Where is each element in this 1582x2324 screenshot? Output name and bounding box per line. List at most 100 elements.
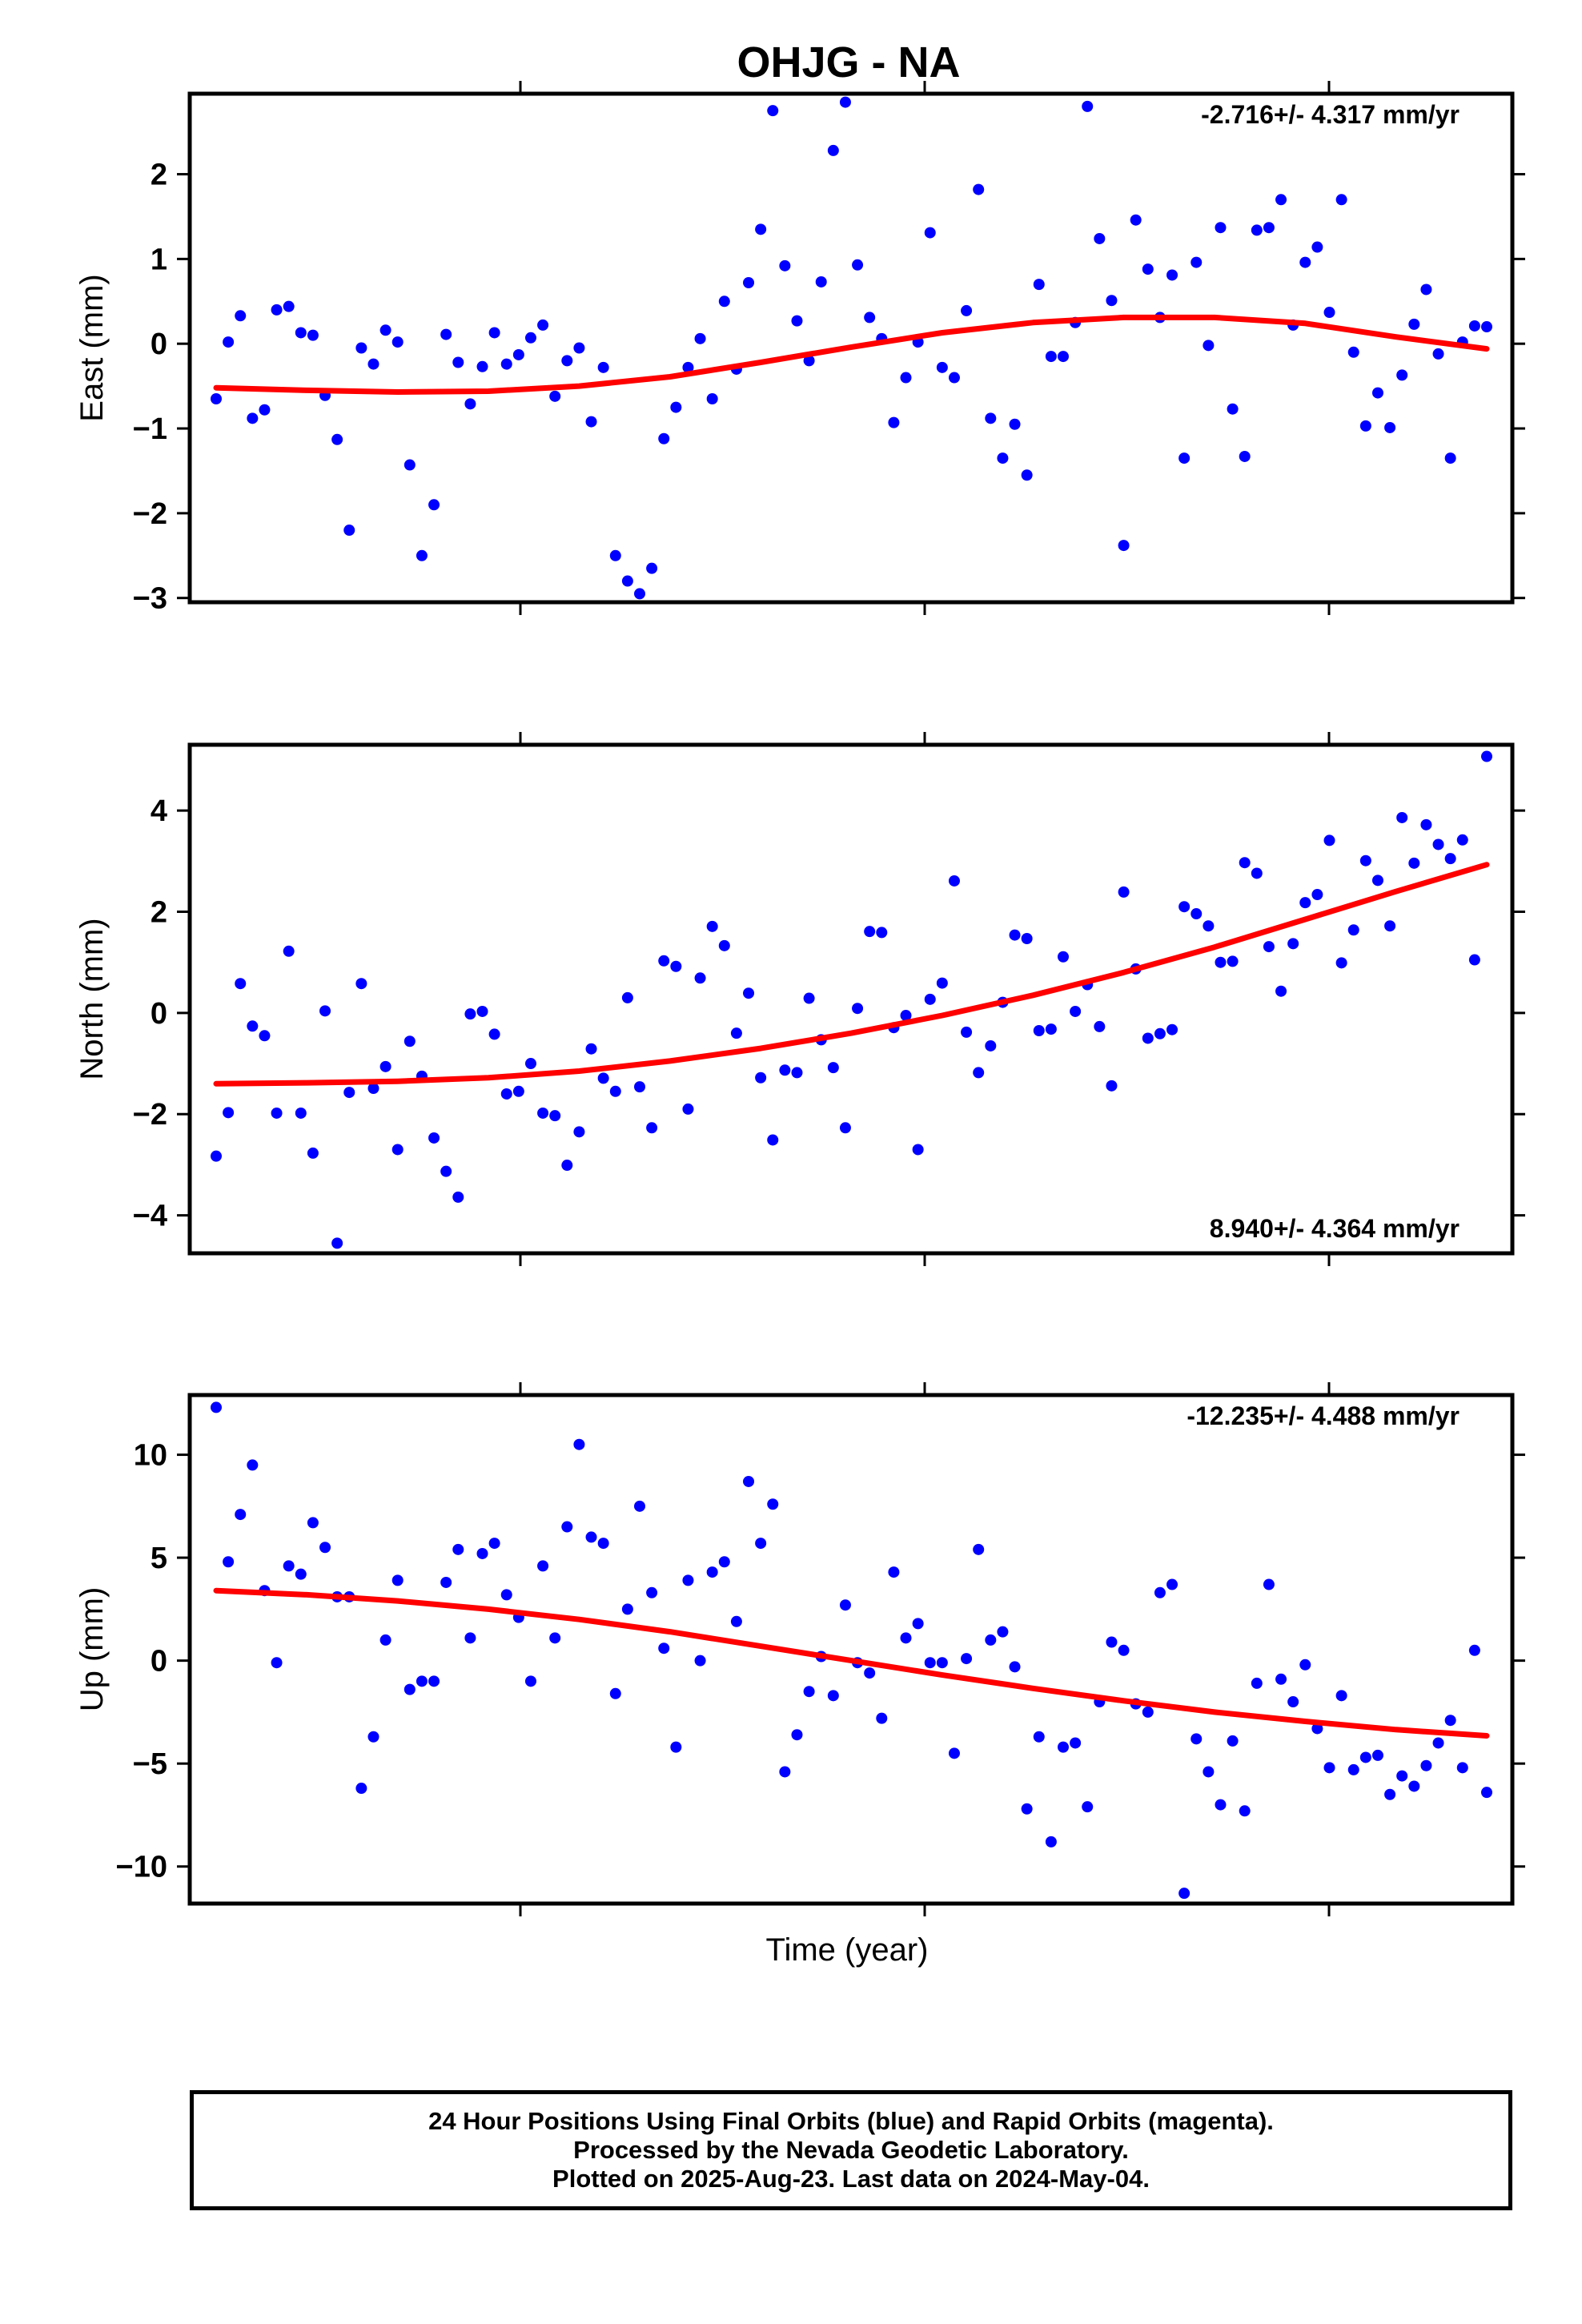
up-data-point [379,1634,391,1646]
up-data-point [1178,1888,1191,1900]
east-data-point [1263,222,1275,234]
east-data-point [1033,279,1045,291]
east-data-point [488,327,500,339]
east-data-point [997,452,1009,464]
north-data-point [295,1107,307,1119]
east-data-point [1311,241,1323,253]
up-data-point [621,1603,633,1615]
north-data-point [1323,834,1335,846]
east-data-point [307,329,319,341]
up-data-point [1142,1706,1154,1718]
up-data-point [476,1547,488,1559]
north-data-point [1154,1027,1166,1039]
north-data-point [670,960,682,972]
east-data-point [537,319,549,331]
east-data-point [500,358,512,370]
up-data-point [1191,1733,1203,1745]
up-data-point [391,1574,404,1586]
up-data-point [682,1574,694,1586]
east-data-point [1178,452,1191,464]
north-data-point [658,955,670,967]
up-data-point [646,1586,658,1598]
east-data-point [247,412,259,424]
up-data-point [247,1459,259,1471]
east-data-point [331,433,343,445]
footer-line-3: Plotted on 2025-Aug-23. Last data on 202… [552,2165,1150,2193]
east-data-point [1203,340,1215,352]
east-data-point [1444,452,1456,464]
east-data-point [343,525,355,537]
east-data-point [271,304,283,316]
up-data-point [985,1634,997,1646]
east-data-point [1094,232,1106,244]
east-data-point [864,312,876,324]
east-data-point [283,300,295,312]
up-data-point [1009,1661,1021,1673]
north-data-point [537,1107,549,1119]
north-data-point [524,1058,536,1070]
north-data-point [1275,985,1287,997]
north-data-point [1251,867,1263,879]
up-data-point [1203,1766,1215,1778]
east-ytick-label: −2 [133,497,167,531]
up-data-point [549,1632,561,1644]
up-data-point [585,1531,597,1543]
up-data-point [440,1576,452,1588]
panel-up: 10 5 0 −5 −10 Up (mm) -12.235+/- 4.488 mm/yr [74,1382,1525,1916]
north-data-point [500,1088,512,1100]
north-data-point [452,1191,464,1203]
up-data-point [730,1615,742,1627]
north-data-point [767,1134,779,1146]
up-data-point [718,1556,730,1568]
up-ylabel: Up (mm) [74,1587,110,1712]
north-data-point [791,1067,803,1079]
north-data-point [1118,886,1130,898]
east-data-point [416,549,428,561]
east-ytick-label: 0 [151,328,167,361]
up-data-point [803,1686,815,1698]
north-data-point [1227,955,1239,967]
east-data-point [634,588,645,600]
north-ytick-label: −2 [133,1098,167,1132]
east-data-point [815,275,827,287]
up-data-point [876,1712,888,1724]
east-data-point [1118,540,1130,552]
north-data-point [1142,1032,1154,1044]
up-data-point [1154,1586,1166,1598]
east-data-point [924,227,936,239]
east-data-point [1384,421,1396,433]
east-data-point [1082,100,1094,112]
up-data-point [1420,1759,1432,1771]
north-data-point [223,1107,235,1119]
east-data-point [888,416,900,428]
north-data-point [1359,854,1371,866]
north-data-point [1239,857,1251,869]
east-rate-label: -2.716+/- 4.317 mm/yr [1201,100,1460,129]
east-data-point [1347,346,1359,358]
east-data-point [1106,295,1118,307]
up-data-point [1408,1780,1420,1792]
east-data-point [464,398,476,410]
up-data-point [1359,1751,1371,1763]
up-data-point [1335,1690,1347,1702]
east-data-point [852,259,864,271]
north-data-point [961,1026,973,1038]
north-rate-label: 8.940+/- 4.364 mm/yr [1210,1214,1460,1243]
north-data-point [211,1150,222,1162]
east-data-point [585,416,597,428]
north-data-point [694,972,706,984]
north-data-point [876,927,888,939]
east-data-point [223,336,235,348]
chart-title: OHJG - NA [737,38,960,86]
east-data-point [1432,348,1444,360]
north-data-point [1058,951,1069,963]
north-data-point [259,1030,271,1042]
up-plot-frame [187,1393,1515,1906]
up-data-point [997,1626,1009,1638]
east-data-point [1191,256,1203,268]
north-data-point [743,987,755,999]
up-data-point [488,1538,500,1550]
north-data-point [973,1067,985,1079]
up-data-point [319,1542,331,1554]
up-data-point [1371,1749,1383,1761]
